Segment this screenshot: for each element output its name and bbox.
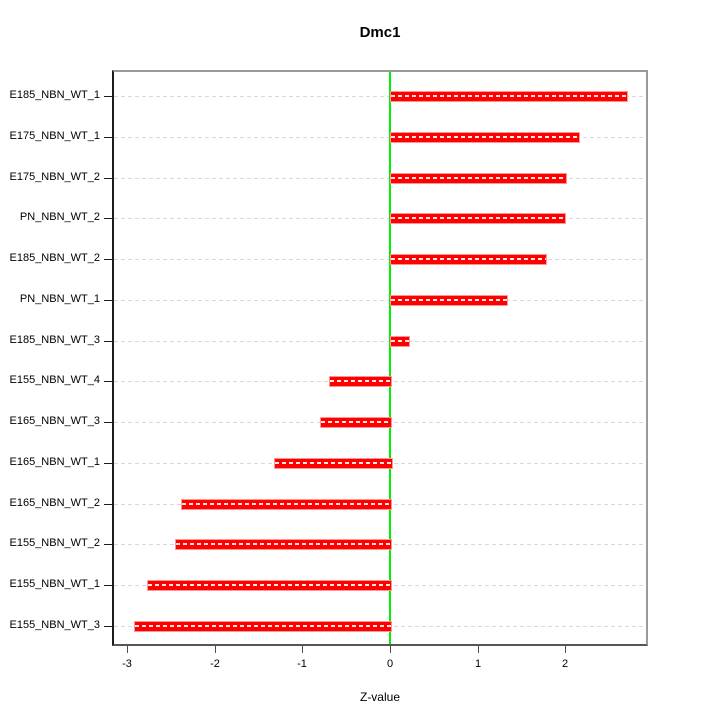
y-tick xyxy=(104,463,112,464)
y-label-PN_NBN_WT_2: PN_NBN_WT_2 xyxy=(19,211,100,223)
gridline xyxy=(114,300,646,301)
y-label-E155_NBN_WT_3: E155_NBN_WT_3 xyxy=(9,619,101,631)
bar-dash-pattern xyxy=(391,177,566,179)
y-tick xyxy=(104,381,112,382)
bar-E155_NBN_WT_1 xyxy=(147,580,392,591)
y-label-E185_NBN_WT_2: E185_NBN_WT_2 xyxy=(9,252,101,264)
plot-area xyxy=(114,72,646,644)
bar-dash-pattern xyxy=(176,543,391,545)
x-tick-label--3: -3 xyxy=(122,658,132,670)
x-tick-label-2: 2 xyxy=(561,658,569,670)
gridline xyxy=(114,259,646,260)
bar-E165_NBN_WT_3 xyxy=(320,417,392,428)
bar-dash-pattern xyxy=(135,625,391,627)
plot-box xyxy=(112,70,648,646)
bar-PN_NBN_WT_2 xyxy=(390,213,566,224)
bar-dash-pattern xyxy=(391,136,579,138)
x-tick xyxy=(478,646,479,653)
bar-dash-pattern xyxy=(275,462,392,464)
y-label-E175_NBN_WT_1: E175_NBN_WT_1 xyxy=(9,130,101,142)
y-tick xyxy=(104,585,112,586)
y-label-E185_NBN_WT_1: E185_NBN_WT_1 xyxy=(9,89,101,101)
bar-E155_NBN_WT_3 xyxy=(134,621,392,632)
x-tick-label--1: -1 xyxy=(297,658,307,670)
y-label-E155_NBN_WT_2: E155_NBN_WT_2 xyxy=(9,537,101,549)
y-label-E175_NBN_WT_2: E175_NBN_WT_2 xyxy=(9,171,101,183)
bar-dash-pattern xyxy=(391,217,565,219)
y-tick xyxy=(104,544,112,545)
zero-line xyxy=(389,72,391,644)
y-label-E155_NBN_WT_1: E155_NBN_WT_1 xyxy=(9,578,101,590)
x-tick xyxy=(127,646,128,653)
chart-title: Dmc1 xyxy=(359,24,401,41)
y-tick xyxy=(104,178,112,179)
bar-E185_NBN_WT_2 xyxy=(390,254,547,265)
x-axis-title: Z-value xyxy=(359,690,400,704)
gridline xyxy=(114,137,646,138)
bar-E155_NBN_WT_2 xyxy=(175,539,392,550)
bar-PN_NBN_WT_1 xyxy=(390,295,508,306)
gridline xyxy=(114,96,646,97)
y-label-E155_NBN_WT_4: E155_NBN_WT_4 xyxy=(9,374,101,386)
y-label-PN_NBN_WT_1: PN_NBN_WT_1 xyxy=(19,293,100,305)
bar-dash-pattern xyxy=(321,421,391,423)
bar-dash-pattern xyxy=(148,584,391,586)
gridline xyxy=(114,341,646,342)
bar-E155_NBN_WT_4 xyxy=(329,376,392,387)
y-tick xyxy=(104,218,112,219)
bar-dash-pattern xyxy=(391,258,546,260)
y-tick xyxy=(104,137,112,138)
y-label-E185_NBN_WT_3: E185_NBN_WT_3 xyxy=(9,334,101,346)
y-tick xyxy=(104,422,112,423)
gridline xyxy=(114,178,646,179)
x-tick xyxy=(302,646,303,653)
bar-E165_NBN_WT_1 xyxy=(274,458,393,469)
y-label-E165_NBN_WT_1: E165_NBN_WT_1 xyxy=(9,456,101,468)
bar-E175_NBN_WT_2 xyxy=(390,173,567,184)
bar-dash-pattern xyxy=(330,380,391,382)
bar-dash-pattern xyxy=(391,95,627,97)
bar-dash-pattern xyxy=(391,340,409,342)
y-tick xyxy=(104,626,112,627)
y-tick xyxy=(104,259,112,260)
bar-E165_NBN_WT_2 xyxy=(181,499,392,510)
y-tick xyxy=(104,96,112,97)
x-tick-label--2: -2 xyxy=(210,658,220,670)
bar-dash-pattern xyxy=(182,503,391,505)
y-tick xyxy=(104,300,112,301)
x-tick xyxy=(215,646,216,653)
y-label-E165_NBN_WT_3: E165_NBN_WT_3 xyxy=(9,415,101,427)
gridline xyxy=(114,218,646,219)
x-tick xyxy=(390,646,391,653)
y-label-E165_NBN_WT_2: E165_NBN_WT_2 xyxy=(9,497,101,509)
y-tick xyxy=(104,504,112,505)
x-tick-label-1: 1 xyxy=(474,658,482,670)
bar-E185_NBN_WT_1 xyxy=(390,91,628,102)
x-tick xyxy=(565,646,566,653)
bar-dash-pattern xyxy=(391,299,507,301)
y-tick xyxy=(104,341,112,342)
bar-E185_NBN_WT_3 xyxy=(390,336,410,347)
x-tick-label-0: 0 xyxy=(386,658,394,670)
bar-E175_NBN_WT_1 xyxy=(390,132,580,143)
